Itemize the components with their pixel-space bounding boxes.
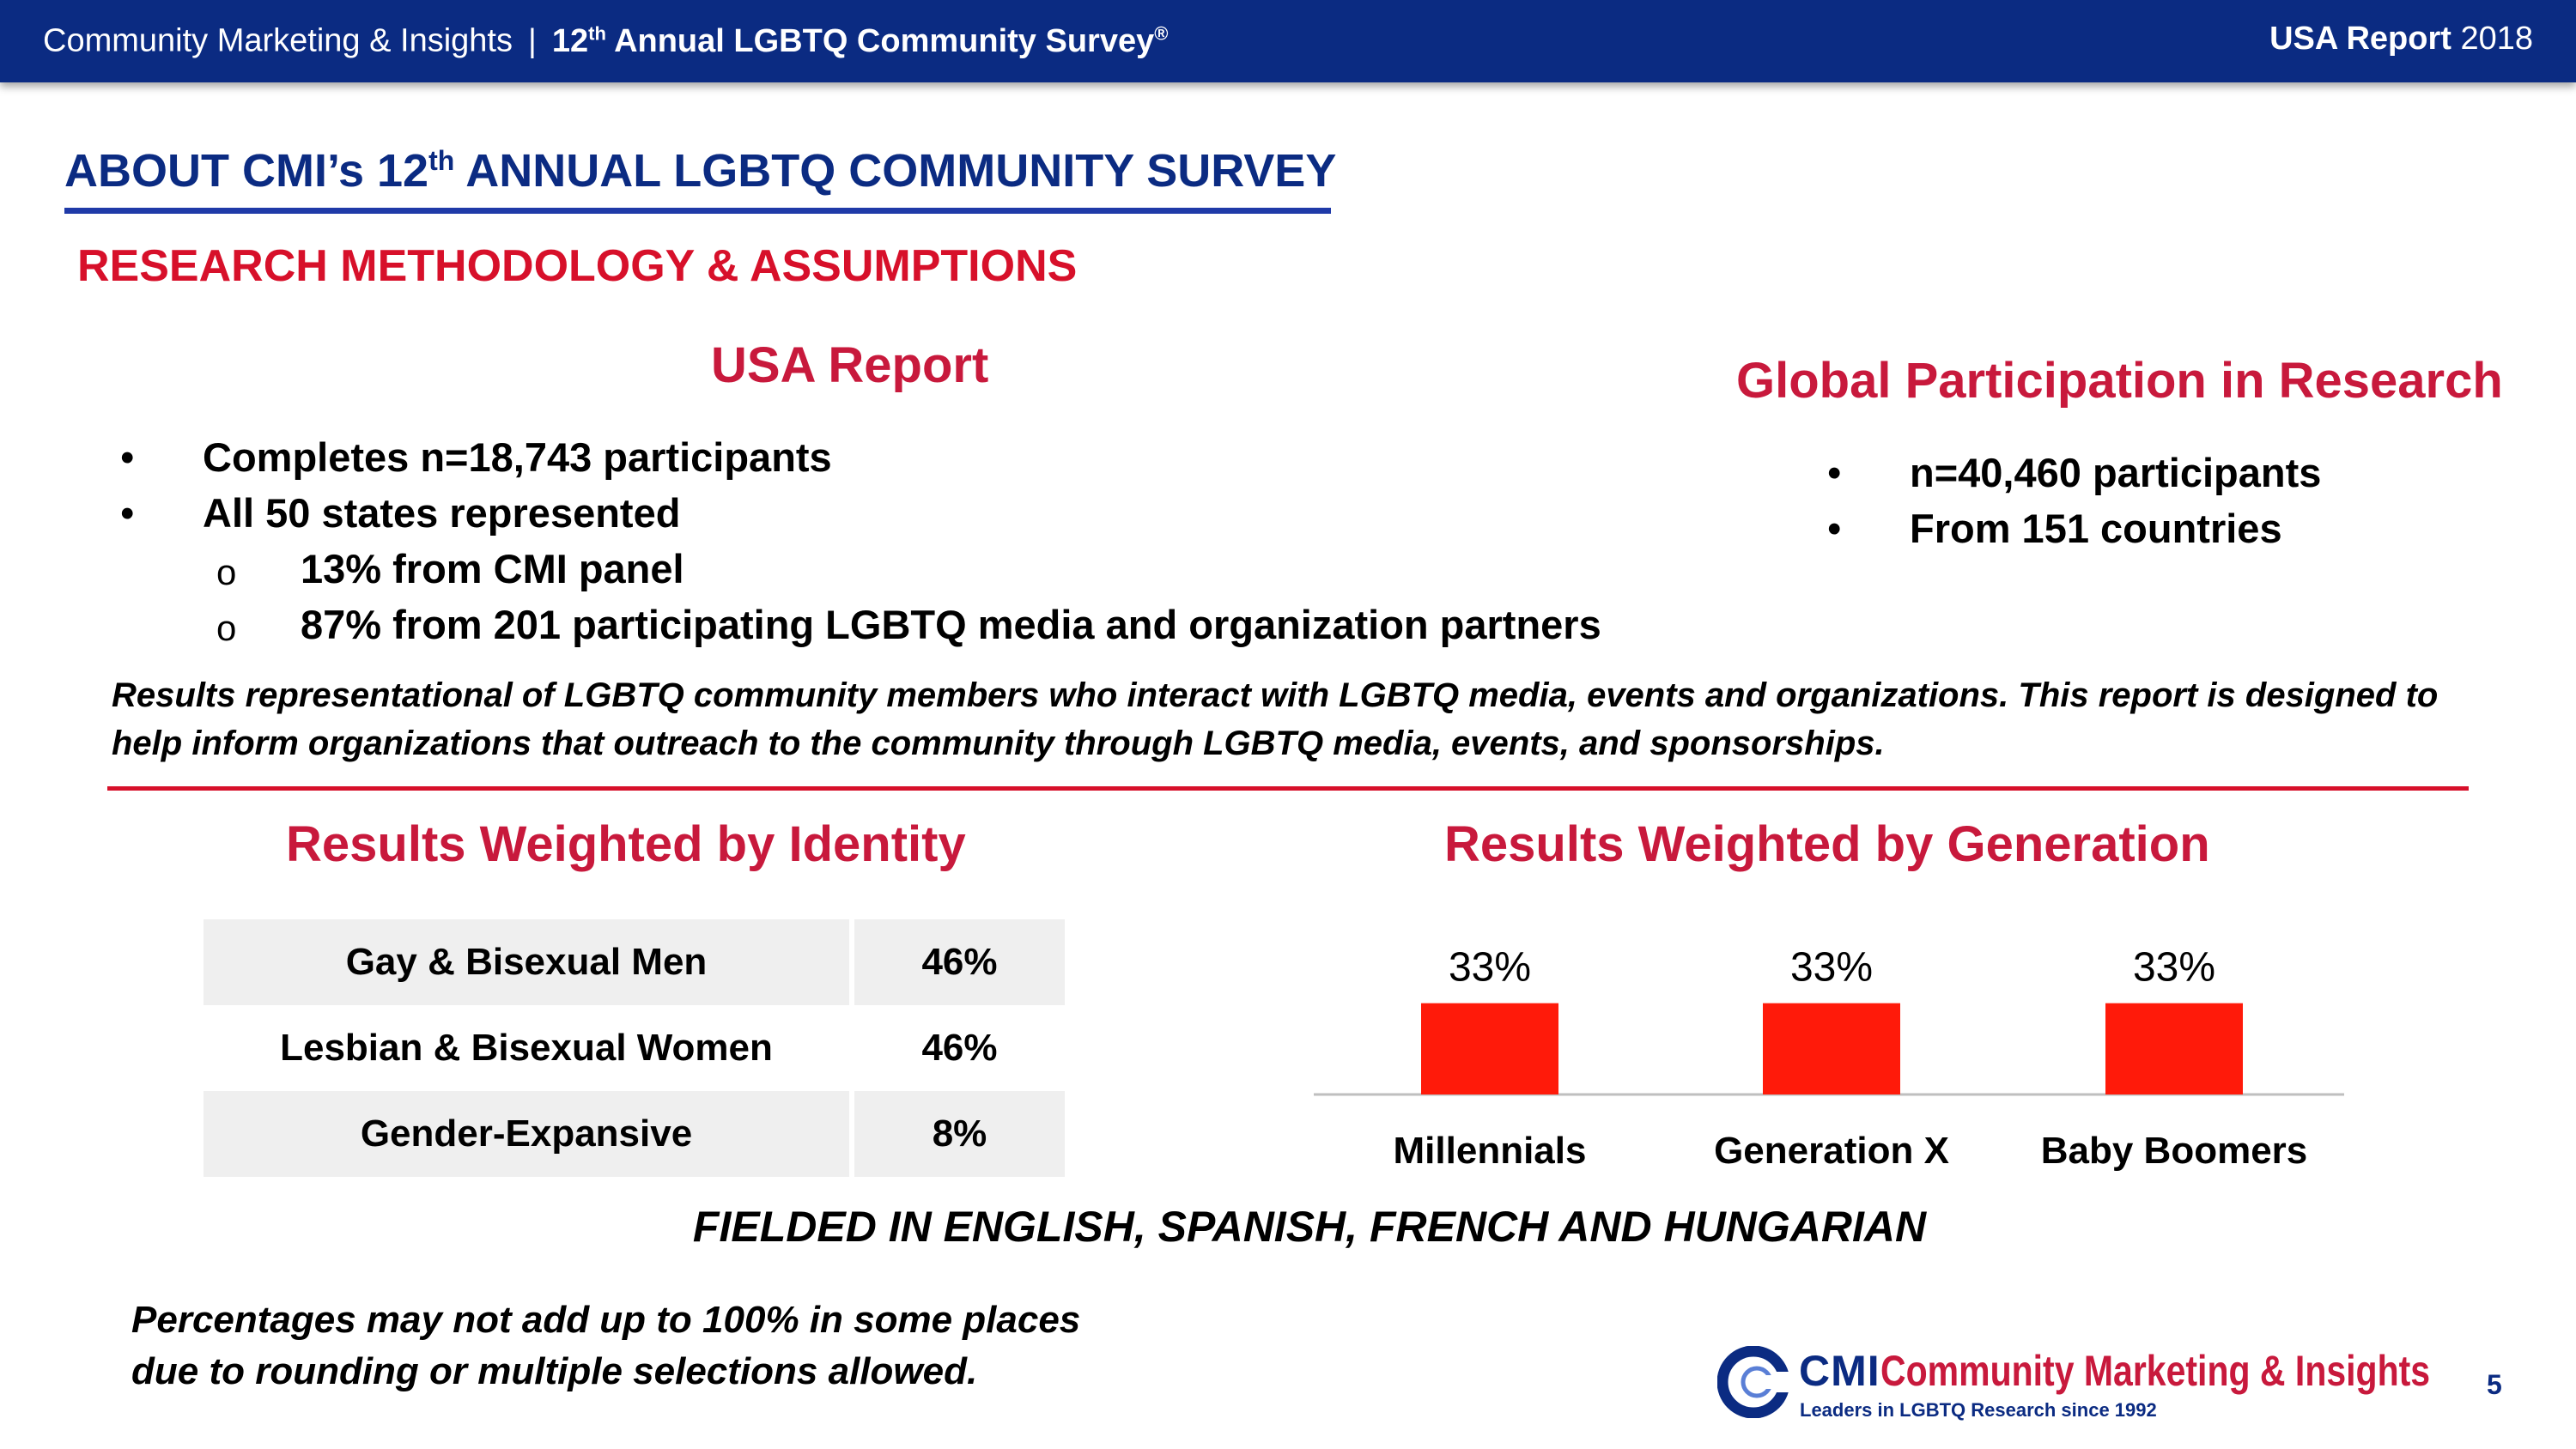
list-item: • From 151 countries [1827,500,2428,556]
list-item: • n=40,460 participants [1827,445,2428,500]
fielded-languages: FIELDED IN ENGLISH, SPANISH, FRENCH AND … [0,1202,2576,1252]
list-item: o 87% from 201 participating LGBTQ media… [120,597,1666,652]
header-separator: | [527,22,537,59]
global-list: • n=40,460 participants • From 151 count… [1827,445,2428,556]
header-report-year: 2018 [2460,21,2533,57]
identity-value: 8% [849,1091,1065,1177]
bar-generation-x [1763,1003,1900,1094]
list-item: o 13% from CMI panel [120,541,1666,597]
bullet-icon: • [1827,450,1842,495]
header-company: Community Marketing & Insights [43,22,513,59]
bar-value-label: 33% [1790,945,1873,991]
sub-bullet-icon: o [216,552,237,592]
header-survey-ordinal: th [588,22,606,44]
page-number: 5 [2487,1369,2502,1400]
percentage-footnote: Percentages may not add up to 100% in so… [131,1294,1080,1397]
bullet-icon: • [1827,506,1842,551]
global-heading: Global Participation in Research [1736,353,2503,409]
list-item-text: From 151 countries [1910,506,2282,551]
section-divider [107,786,2469,791]
header-registered-mark: ® [1154,22,1169,44]
list-item-text: Completes n=18,743 participants [203,434,832,480]
cmi-logo-icon [1717,1346,1789,1418]
representation-note: Results representational of LGBTQ commun… [112,676,2439,762]
table-row: Gay & Bisexual Men 46% [204,919,1065,1005]
logo-abbreviation: CMI [1799,1347,1880,1395]
bullet-icon: • [120,434,135,480]
identity-value: 46% [849,919,1065,1005]
category-label: Generation X [1714,1130,1949,1172]
header-title: Community Marketing & Insights | 12th Annu… [43,22,1168,60]
list-item-text: n=40,460 participants [1910,450,2322,495]
identity-value: 46% [849,1005,1065,1091]
bar-millennials [1421,1003,1558,1094]
identity-label: Gender-Expansive [204,1091,849,1177]
logo-company-name: Community Marketing & Insights [1880,1347,2431,1395]
identity-label: Lesbian & Bisexual Women [280,1027,773,1069]
usa-report-list: • Completes n=18,743 participants • All … [120,429,1666,652]
page-title: ABOUT CMI’s 12th ANNUAL LGBTQ COMMUNITY … [64,144,1336,197]
identity-label: Gay & Bisexual Men [204,919,849,1005]
header-report: USA Report 2018 [2269,21,2533,58]
list-item: • Completes n=18,743 participants [120,429,1666,485]
footnote-line-1: Percentages may not add up to 100% in so… [131,1299,1081,1341]
page-title-ordinal: th [428,145,455,176]
list-item-text: 87% from 201 participating LGBTQ media a… [301,602,1601,647]
category-label: Millennials [1394,1130,1587,1172]
logo-tagline: Leaders in LGBTQ Research since 1992 [1800,1399,2157,1421]
bar-value-label: 33% [1449,945,1531,991]
fielded-languages-text: FIELDED IN ENGLISH, SPANISH, FRENCH AND … [692,1203,1927,1251]
bullet-icon: • [120,490,135,536]
header-survey-name: Annual LGBTQ Community Survey [614,22,1155,59]
generation-heading: Results Weighted by Generation [1444,816,2210,872]
list-item-text: 13% from CMI panel [301,546,684,591]
table-row: Gender-Expansive 8% [204,1091,1065,1177]
page-title-rest: ANNUAL LGBTQ COMMUNITY SURVEY [465,145,1337,197]
cmi-logo: CMI Community Marketing & Insights Leade… [1717,1346,2456,1423]
sub-bullet-icon: o [216,608,237,648]
identity-heading: Results Weighted by Identity [286,816,966,872]
usa-report-heading: USA Report [711,337,989,393]
footnote-line-2: due to rounding or multiple selections a… [131,1350,978,1392]
header-bar [0,0,2576,82]
table-row: Lesbian & Bisexual Women 46% [204,1005,1065,1091]
list-item-text: All 50 states represented [203,490,681,536]
header-survey-number: 12 [551,22,589,59]
page-title-prefix: ABOUT CMI’s 12 [64,145,429,197]
title-underline [64,208,1331,214]
category-label: Baby Boomers [2041,1130,2308,1172]
header-report-label: USA Report [2269,21,2451,57]
bar-baby-boomers [2105,1003,2243,1094]
identity-table: Gay & Bisexual Men 46% Lesbian & Bisexua… [204,919,1065,1177]
generation-bar-chart: 33% Millennials 33% Generation X 33% Baby Boo… [1314,945,2344,1172]
list-item: • All 50 states represented [120,485,1666,541]
bar-value-label: 33% [2133,945,2215,991]
page-subtitle: RESEARCH METHODOLOGY & ASSUMPTIONS [77,241,1078,291]
